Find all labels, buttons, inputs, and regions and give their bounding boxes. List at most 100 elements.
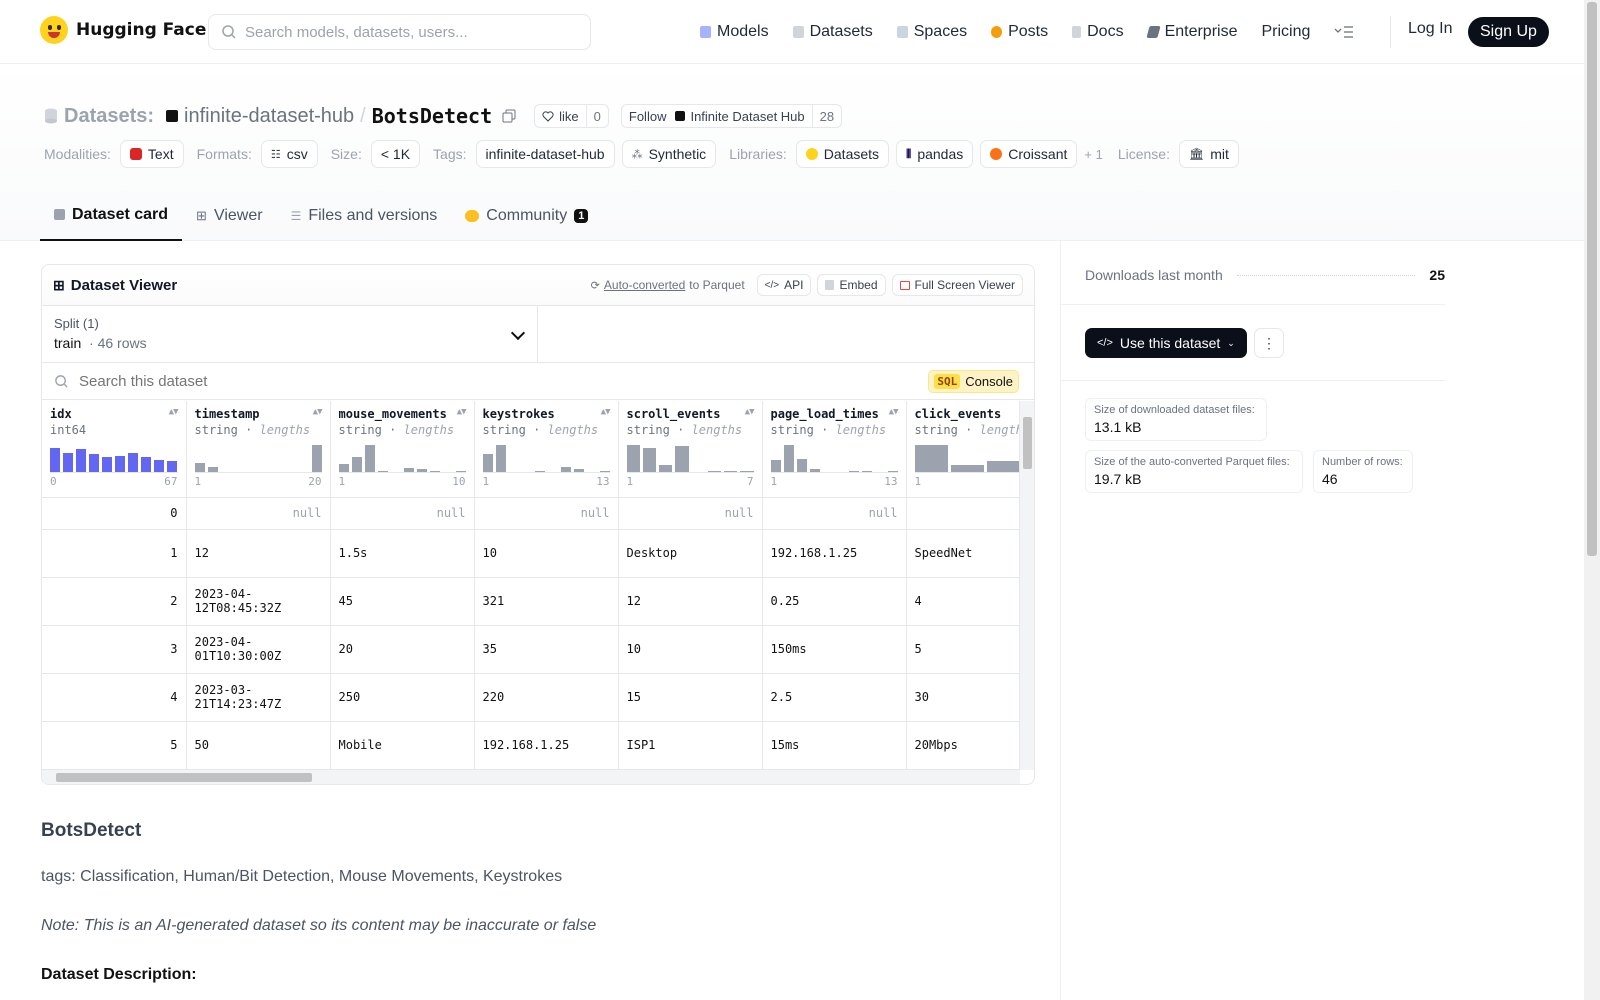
tab-dataset-card[interactable]: Dataset card: [40, 190, 183, 241]
column-name-text: scroll_events: [626, 407, 721, 421]
page-scrollbar[interactable]: [1584, 0, 1600, 1000]
use-dataset-label: Use this dataset: [1119, 335, 1221, 351]
column-header-scroll-events[interactable]: scroll_events ▲▼ string · lengths 1 7: [618, 401, 763, 498]
follow-button[interactable]: Follow Infinite Dataset Hub 28: [620, 104, 843, 128]
more-libraries[interactable]: + 1: [1084, 146, 1103, 162]
range-max: 20: [308, 475, 322, 488]
global-search-input[interactable]: [245, 23, 565, 41]
table-cell: 20: [330, 625, 475, 674]
table-row[interactable]: 5 50 Mobile 192.168.1.25 ISP1 15ms 20Mbps: [42, 721, 1020, 770]
split-selector[interactable]: Split (1) train · 46 rows: [42, 306, 538, 362]
like-button[interactable]: like 0: [534, 104, 609, 128]
embed-button[interactable]: Embed: [817, 274, 886, 296]
nav-datasets[interactable]: Datasets: [792, 20, 873, 44]
column-type: string · lengths: [915, 423, 1021, 437]
sort-icon[interactable]: ▲▼: [456, 407, 467, 417]
column-header-idx[interactable]: idx ▲▼ int64 0 67: [42, 401, 187, 498]
range-min: 1: [194, 475, 202, 488]
column-header-keystrokes[interactable]: keystrokes ▲▼ string · lengths 1 13: [474, 401, 619, 498]
org-link[interactable]: infinite-dataset-hub: [184, 104, 355, 127]
histogram-bar: [115, 455, 126, 472]
refresh-icon: ⟳: [590, 279, 600, 292]
sort-icon[interactable]: ▲▼: [888, 407, 899, 417]
vertical-scroll-thumb[interactable]: [1023, 417, 1032, 469]
datasets-lib-icon: [805, 148, 818, 160]
rows-stat: Number of rows: 46: [1313, 450, 1413, 493]
histogram-bar: [659, 465, 673, 472]
tab-viewer[interactable]: ⊞ Viewer: [182, 190, 277, 241]
datasets-breadcrumb[interactable]: Datasets:: [64, 104, 155, 127]
login-link[interactable]: Log In: [1408, 20, 1453, 37]
tab-dataset-card-label: Dataset card: [72, 205, 169, 223]
nav-pricing[interactable]: Pricing: [1261, 20, 1310, 44]
tag-infinite-dataset-hub[interactable]: infinite-dataset-hub: [475, 140, 615, 168]
column-header-click-events[interactable]: click_events▲▼string · lengths 1: [906, 401, 1021, 498]
data-table-wrapper[interactable]: idx ▲▼ int64 0 67 timestamp ▲▼ string · lengths…: [42, 401, 1020, 770]
brand-link[interactable]: Hugging Face: [40, 16, 206, 44]
histogram-bar: [783, 445, 794, 472]
follow-count: 28: [811, 105, 841, 127]
range-min: 1: [338, 475, 346, 488]
table-row[interactable]: 1 12 1.5s 10 Desktop 192.168.1.25 SpeedNet: [42, 529, 1020, 578]
column-histogram[interactable]: [626, 445, 754, 473]
nav-enterprise[interactable]: Enterprise: [1145, 20, 1237, 44]
nav-spaces[interactable]: Spaces: [896, 20, 967, 44]
nav-posts[interactable]: Posts: [991, 20, 1048, 44]
tag-lib-datasets[interactable]: Datasets: [795, 140, 890, 168]
page-scroll-thumb[interactable]: [1587, 2, 1597, 556]
org-avatar: [166, 110, 179, 122]
sql-console-button[interactable]: SQL Console: [928, 370, 1019, 393]
more-options-button[interactable]: ⋮: [1254, 328, 1284, 358]
use-this-dataset-button[interactable]: </> Use this dataset ⌄: [1085, 328, 1247, 358]
column-header-mouse-movements[interactable]: mouse_movements ▲▼ string · lengths 1 10: [330, 401, 475, 498]
horizontal-scroll-thumb[interactable]: [56, 773, 312, 782]
column-histogram[interactable]: [770, 445, 898, 473]
table-row[interactable]: 4 2023-03-21T14:23:47Z 250 220 15 2.5 30: [42, 673, 1020, 722]
auto-converted-link[interactable]: Auto-converted: [603, 278, 686, 292]
column-header-timestamp[interactable]: timestamp ▲▼ string · lengths 1 20: [186, 401, 331, 498]
dataset-search[interactable]: SQL Console: [42, 363, 1034, 400]
tag-synthetic[interactable]: ⁂ Synthetic: [621, 140, 717, 168]
nav-models[interactable]: Models: [700, 20, 769, 44]
table-cell: 2023-04-01T10:30:00Z: [186, 625, 331, 674]
sort-icon[interactable]: ▲▼: [600, 407, 611, 417]
fullscreen-viewer-button[interactable]: Full Screen Viewer: [891, 274, 1023, 296]
nav-docs[interactable]: Docs: [1072, 20, 1124, 44]
tag-license-mit[interactable]: 🏛 mit: [1178, 140, 1239, 168]
copy-icon[interactable]: [502, 109, 516, 123]
tag-format-csv[interactable]: ☷ csv: [260, 140, 318, 168]
column-stat-kind: lengths: [691, 423, 743, 437]
nav-more-menu[interactable]: [1334, 20, 1354, 44]
column-histogram[interactable]: [482, 445, 610, 473]
tag-lib-croissant[interactable]: Croissant: [980, 140, 1078, 168]
column-histogram[interactable]: [338, 445, 466, 473]
tab-community[interactable]: Community 1: [451, 190, 602, 241]
dataset-card: BotsDetect tags: Classification, Human/B…: [41, 820, 1021, 984]
table-row[interactable]: 0 null null null null null: [42, 497, 1020, 530]
column-type: string · lengths: [195, 423, 322, 437]
table-horizontal-scrollbar[interactable]: [42, 769, 1020, 784]
sort-icon[interactable]: ▲▼: [168, 407, 179, 417]
sort-icon[interactable]: ▲▼: [312, 407, 323, 417]
api-button[interactable]: </> API: [756, 274, 812, 296]
code-icon: </>: [764, 279, 780, 291]
tab-files-and-versions[interactable]: ☰ Files and versions: [277, 190, 452, 241]
range-max: 13: [596, 475, 610, 488]
csv-icon: ☷: [270, 148, 281, 161]
signup-button[interactable]: Sign Up: [1468, 17, 1549, 47]
global-search[interactable]: [208, 14, 591, 50]
column-histogram[interactable]: [50, 445, 178, 473]
dataset-search-input[interactable]: [79, 372, 579, 390]
column-name: click_events▲▼: [915, 407, 1021, 421]
tag-modality-text[interactable]: Text: [119, 140, 184, 168]
column-histogram[interactable]: [914, 445, 1020, 473]
tag-lib-pandas[interactable]: ⦀ pandas: [896, 140, 974, 168]
column-header-page-load-times[interactable]: page_load_times ▲▼ string · lengths 1 13: [762, 401, 907, 498]
table-row[interactable]: 3 2023-04-01T10:30:00Z 20 35 10 150ms 5: [42, 625, 1020, 674]
table-vertical-scrollbar[interactable]: [1019, 401, 1034, 770]
sort-icon[interactable]: ▲▼: [744, 407, 755, 417]
column-histogram[interactable]: [194, 445, 322, 473]
table-row[interactable]: 2 2023-04-12T08:45:32Z 45 321 12 0.25 4: [42, 577, 1020, 626]
tag-size[interactable]: < 1K: [370, 140, 421, 168]
column-type-text: string: [914, 423, 958, 437]
